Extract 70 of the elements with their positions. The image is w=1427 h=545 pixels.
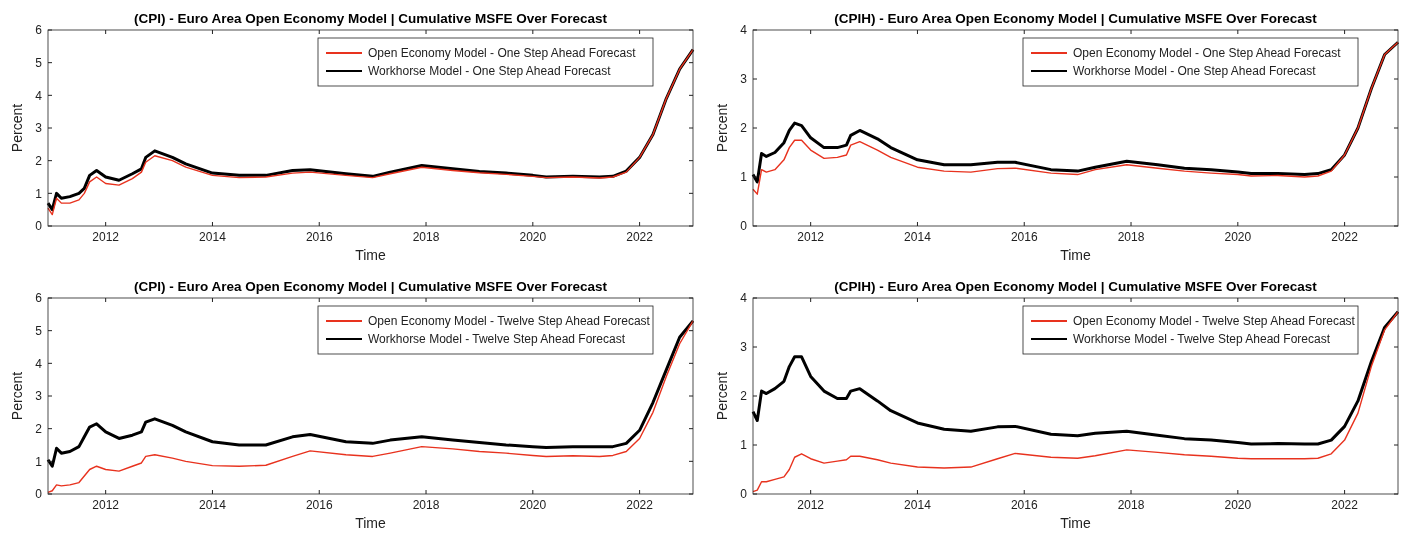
x-tick-label: 2022 — [626, 230, 654, 244]
x-tick-label: 2020 — [1224, 498, 1252, 512]
x-axis-title: Time — [355, 247, 387, 263]
x-tick-label: 2012 — [797, 498, 825, 512]
legend-label: Open Economy Model - Twelve Step Ahead Forecast — [1073, 314, 1356, 329]
x-tick-label: 2018 — [412, 498, 440, 512]
x-tick-label: 2016 — [305, 230, 333, 244]
x-tick-label: 2022 — [1331, 498, 1359, 512]
y-tick-label: 4 — [35, 356, 43, 371]
x-tick-label: 2014 — [904, 498, 932, 512]
y-tick-label: 0 — [35, 219, 43, 234]
y-tick-label: 1 — [740, 438, 748, 453]
y-tick-label: 0 — [740, 487, 748, 502]
y-tick-label: 2 — [35, 421, 43, 436]
x-tick-label: 2022 — [626, 498, 654, 512]
legend-label: Open Economy Model - One Step Ahead Forecast — [368, 46, 637, 61]
chart-title: (CPI) - Euro Area Open Economy Model | Cumulative MSFE Over Forecast — [134, 11, 608, 26]
x-tick-label: 2016 — [305, 498, 333, 512]
line-series — [752, 311, 1399, 493]
legend-label: Workhorse Model - Twelve Step Ahead Forecast — [1073, 332, 1331, 347]
x-tick-label: 2014 — [199, 498, 227, 512]
x-tick-label: 2020 — [1224, 230, 1252, 244]
x-tick-label: 2018 — [1117, 230, 1145, 244]
x-tick-label: 2016 — [1010, 498, 1038, 512]
y-tick-label: 4 — [35, 88, 43, 103]
y-axis-title: Percent — [714, 103, 730, 153]
y-tick-label: 6 — [35, 23, 43, 38]
y-tick-label: 3 — [740, 72, 748, 87]
x-tick-label: 2016 — [1010, 230, 1038, 244]
y-tick-label: 1 — [35, 454, 43, 469]
y-tick-label: 3 — [740, 340, 748, 355]
y-tick-label: 6 — [35, 291, 43, 306]
chart-title: (CPI) - Euro Area Open Economy Model | Cumulative MSFE Over Forecast — [134, 279, 608, 294]
chart-title: (CPIH) - Euro Area Open Economy Model | Cumulative MSFE Over Forecast — [834, 279, 1318, 294]
y-tick-label: 4 — [740, 291, 748, 306]
y-tick-label: 1 — [35, 186, 43, 201]
x-axis-title: Time — [355, 515, 387, 531]
x-tick-label: 2014 — [199, 230, 227, 244]
y-axis-title: Percent — [9, 371, 25, 421]
legend-label: Open Economy Model - Twelve Step Ahead Forecast — [368, 314, 651, 329]
legend-label: Workhorse Model - Twelve Step Ahead Forecast — [368, 332, 626, 347]
x-tick-label: 2018 — [412, 230, 440, 244]
y-tick-label: 1 — [740, 170, 748, 185]
x-tick-label: 2018 — [1117, 498, 1145, 512]
y-tick-label: 4 — [740, 23, 748, 38]
x-axis-title: Time — [1060, 515, 1092, 531]
y-axis-title: Percent — [9, 103, 25, 153]
legend-label: Open Economy Model - One Step Ahead Forecast — [1073, 46, 1342, 61]
y-tick-label: 5 — [35, 55, 43, 70]
x-tick-label: 2020 — [519, 230, 547, 244]
legend-label: Workhorse Model - One Step Ahead Forecast — [1073, 64, 1317, 79]
y-tick-label: 3 — [35, 121, 43, 136]
y-tick-label: 2 — [740, 121, 748, 136]
x-tick-label: 2014 — [904, 230, 932, 244]
chart-title: (CPIH) - Euro Area Open Economy Model | Cumulative MSFE Over Forecast — [834, 11, 1318, 26]
x-axis-title: Time — [1060, 247, 1092, 263]
x-tick-label: 2012 — [797, 230, 825, 244]
y-tick-label: 3 — [35, 389, 43, 404]
x-tick-label: 2012 — [92, 498, 120, 512]
x-tick-label: 2022 — [1331, 230, 1359, 244]
x-tick-label: 2020 — [519, 498, 547, 512]
y-tick-label: 2 — [740, 389, 748, 404]
line-series — [751, 310, 1400, 446]
y-tick-label: 0 — [35, 487, 43, 502]
y-tick-label: 2 — [35, 153, 43, 168]
y-tick-label: 5 — [35, 323, 43, 338]
y-tick-label: 0 — [740, 219, 748, 234]
y-axis-title: Percent — [714, 371, 730, 421]
legend-label: Workhorse Model - One Step Ahead Forecast — [368, 64, 612, 79]
x-tick-label: 2012 — [92, 230, 120, 244]
